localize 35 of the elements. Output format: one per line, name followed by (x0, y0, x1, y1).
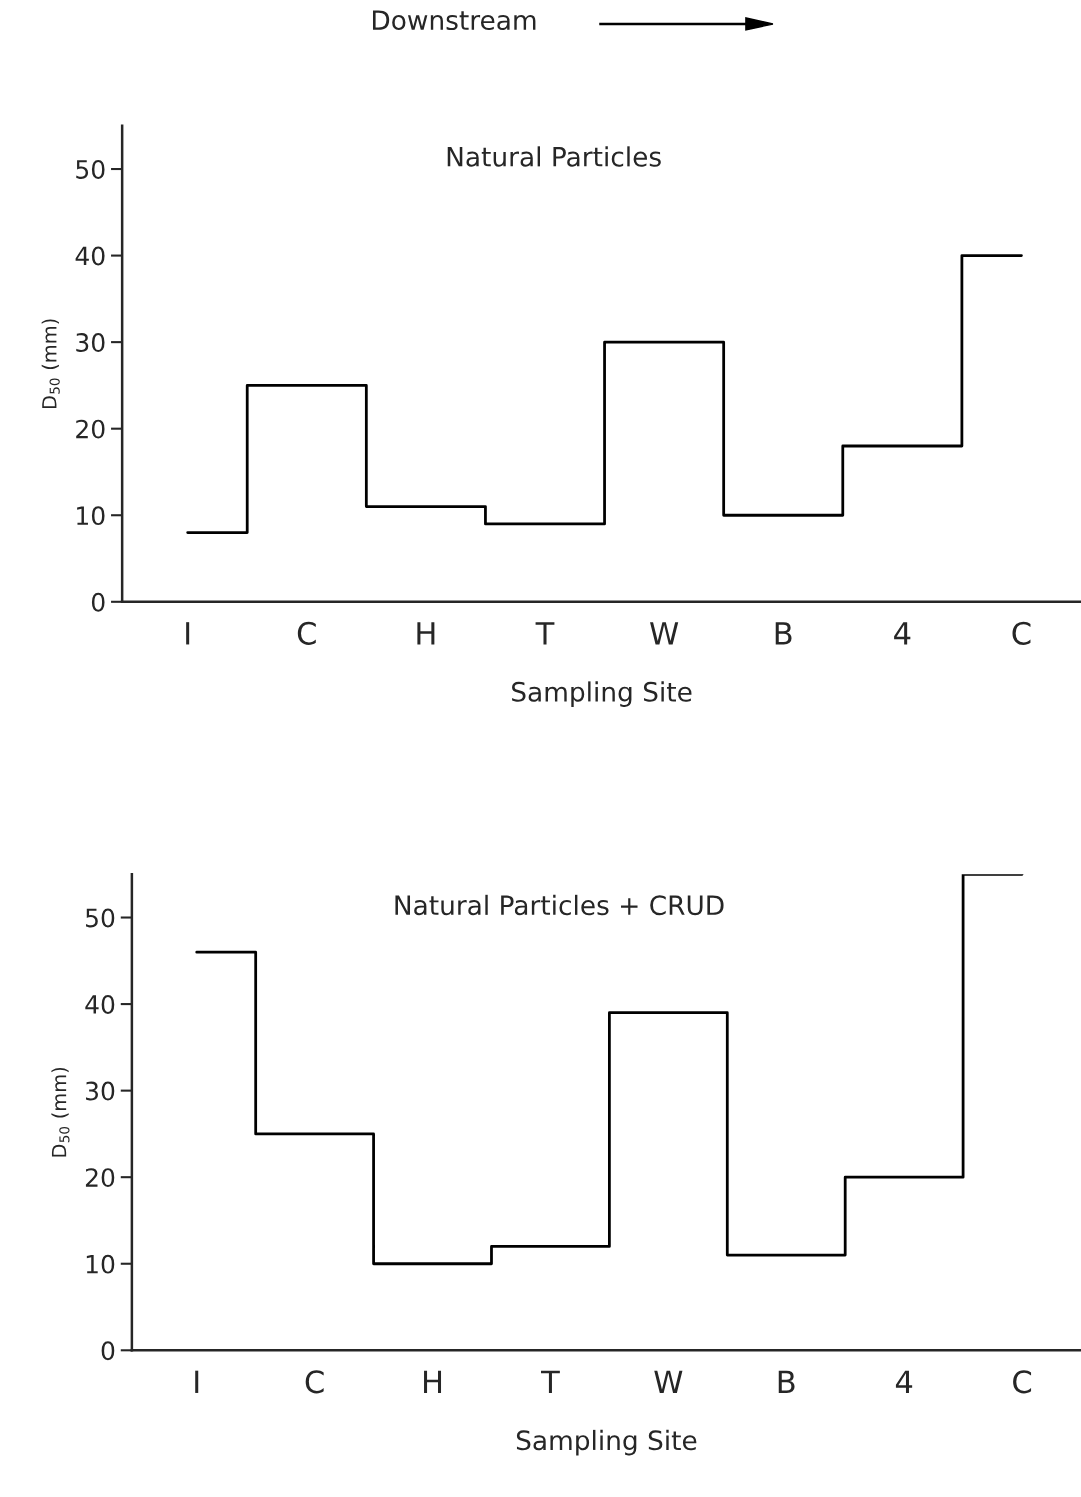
y-axis-title: D$_{50}$ (mm) (41, 319, 60, 409)
y-tick-label: 40 (85, 995, 115, 1014)
x-tick-label: I (195, 1370, 199, 1393)
text: Natural Particles + CRUD (395, 894, 724, 916)
text: Natural Particles (447, 146, 661, 167)
x-tick-label: I (186, 622, 190, 645)
text: Downstream (372, 10, 536, 31)
x-tick-label: C (1013, 1370, 1032, 1394)
x-tick-label: 4 (895, 1370, 913, 1393)
y-tick-label: 10 (86, 1254, 115, 1274)
x-tick-label: 4 (894, 622, 911, 645)
x-tick-label: C (305, 1370, 324, 1394)
x-tick-label: H (417, 622, 435, 645)
x-axis-title: Sampling Site (516, 1429, 697, 1456)
x-tick-label: W (650, 622, 679, 645)
y-tick-label: 0 (91, 592, 105, 612)
y-tick-label: 40 (75, 246, 105, 266)
x-tick-label: T (541, 1370, 560, 1393)
x-tick-label: B (778, 1370, 795, 1393)
y-tick-label: 0 (101, 1341, 115, 1361)
y-tick-label: 50 (76, 159, 105, 179)
x-tick-label: C (1012, 621, 1031, 645)
x-tick-label: T (535, 622, 555, 645)
y-tick-label: 30 (86, 1081, 115, 1101)
x-tick-label: B (775, 622, 792, 645)
x-axis-title: Sampling Site (512, 681, 692, 707)
x-tick-label: H (424, 1370, 442, 1393)
y-tick-label: 50 (86, 908, 115, 928)
y-axis-title: D$_{50}$ (mm) (51, 1067, 70, 1157)
x-tick-label: W (654, 1370, 683, 1393)
y-tick-label: 20 (85, 1168, 115, 1188)
y-tick-label: 30 (76, 333, 105, 352)
y-tick-label: 10 (77, 506, 105, 526)
x-tick-label: C (297, 621, 316, 645)
y-tick-label: 20 (76, 419, 105, 439)
